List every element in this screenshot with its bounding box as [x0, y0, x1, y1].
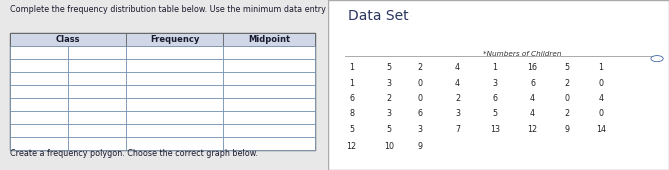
Bar: [223, 33, 315, 46]
Text: 3: 3: [455, 109, 460, 118]
Bar: [126, 59, 223, 72]
Text: 5: 5: [564, 64, 569, 72]
Text: 12: 12: [347, 142, 357, 151]
Text: 0: 0: [417, 79, 422, 88]
Bar: [223, 46, 315, 59]
Bar: [68, 85, 126, 98]
Bar: [223, 72, 315, 85]
Bar: [68, 111, 126, 124]
Text: 4: 4: [455, 79, 460, 88]
Text: 5: 5: [492, 109, 498, 118]
Bar: [10, 33, 315, 150]
Text: 4: 4: [530, 94, 535, 103]
Text: 5: 5: [387, 64, 392, 72]
Bar: [10, 137, 68, 150]
Bar: [126, 98, 223, 111]
Text: 3: 3: [387, 79, 392, 88]
Bar: [68, 72, 126, 85]
Bar: [126, 111, 223, 124]
Text: Class: Class: [56, 35, 80, 44]
Bar: [10, 59, 68, 72]
Bar: [10, 46, 68, 59]
Bar: [10, 111, 68, 124]
Text: 3: 3: [492, 79, 498, 88]
Text: 0: 0: [564, 94, 569, 103]
Text: 13: 13: [490, 125, 500, 134]
Bar: [223, 98, 315, 111]
Bar: [126, 33, 223, 46]
Text: 4: 4: [530, 109, 535, 118]
Text: 2: 2: [455, 94, 460, 103]
Bar: [223, 59, 315, 72]
Bar: [10, 98, 68, 111]
Text: 6: 6: [492, 94, 498, 103]
Bar: [68, 124, 126, 137]
Bar: [68, 98, 126, 111]
Text: 3: 3: [417, 125, 422, 134]
Bar: [126, 137, 223, 150]
Bar: [68, 46, 126, 59]
Text: 12: 12: [527, 125, 538, 134]
Text: 5: 5: [349, 125, 355, 134]
Text: 10: 10: [384, 142, 394, 151]
Text: 0: 0: [598, 79, 603, 88]
Text: 1: 1: [349, 79, 354, 88]
Bar: [223, 111, 315, 124]
Text: 2: 2: [564, 109, 569, 118]
Text: 2: 2: [417, 64, 423, 72]
Text: 3: 3: [387, 109, 392, 118]
Text: *Numbers of Children: *Numbers of Children: [483, 51, 561, 57]
Bar: [68, 137, 126, 150]
Bar: [10, 72, 68, 85]
Text: 2: 2: [564, 79, 569, 88]
Text: Midpoint: Midpoint: [248, 35, 290, 44]
Bar: [10, 124, 68, 137]
Text: 0: 0: [417, 94, 422, 103]
Text: 1: 1: [349, 64, 354, 72]
Bar: [10, 33, 126, 46]
Bar: [10, 85, 68, 98]
Text: 1: 1: [492, 64, 498, 72]
Bar: [223, 85, 315, 98]
Bar: [126, 85, 223, 98]
Text: Complete the frequency distribution table below. Use the minimum data entry as t: Complete the frequency distribution tabl…: [10, 5, 467, 14]
Text: 2: 2: [387, 94, 392, 103]
Text: 8: 8: [349, 109, 354, 118]
Text: 6: 6: [417, 109, 422, 118]
Bar: [68, 59, 126, 72]
Circle shape: [651, 56, 663, 62]
Bar: [223, 137, 315, 150]
Text: Frequency: Frequency: [150, 35, 199, 44]
Bar: [126, 46, 223, 59]
Bar: [223, 124, 315, 137]
Bar: [126, 72, 223, 85]
Text: 0: 0: [598, 109, 603, 118]
Text: 9: 9: [564, 125, 569, 134]
Text: 14: 14: [596, 125, 605, 134]
Text: Create a frequency polygon. Choose the correct graph below.: Create a frequency polygon. Choose the c…: [10, 149, 258, 158]
Text: 4: 4: [455, 64, 460, 72]
Text: Data Set: Data Set: [349, 8, 409, 22]
Text: 9: 9: [417, 142, 423, 151]
Text: 1: 1: [598, 64, 603, 72]
Text: 16: 16: [528, 64, 537, 72]
Text: 6: 6: [349, 94, 354, 103]
Bar: [126, 124, 223, 137]
Text: 5: 5: [387, 125, 392, 134]
Text: 6: 6: [530, 79, 535, 88]
Text: 4: 4: [598, 94, 603, 103]
Text: 7: 7: [455, 125, 460, 134]
